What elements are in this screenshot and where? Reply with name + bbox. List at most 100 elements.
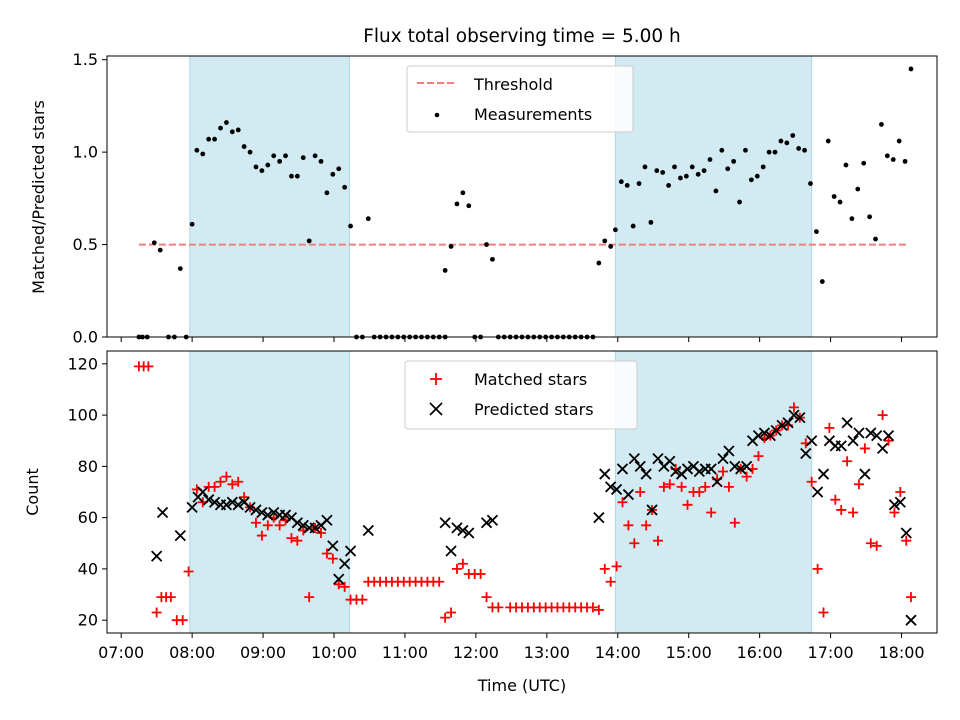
measurement-point bbox=[896, 138, 902, 144]
x-tick-label: 07:00 bbox=[98, 643, 144, 662]
predicted-star-point bbox=[693, 465, 705, 478]
predicted-star-point bbox=[445, 545, 457, 557]
predicted-star-point bbox=[806, 435, 818, 447]
measurement-point bbox=[484, 242, 489, 247]
measurement-point bbox=[306, 238, 312, 244]
predicted-star-point bbox=[859, 468, 871, 480]
matched-star-point bbox=[889, 507, 900, 518]
predicted-star-point bbox=[752, 429, 765, 442]
matched-star-point bbox=[339, 581, 350, 592]
measurement-point bbox=[624, 183, 630, 188]
measurement-point bbox=[200, 151, 206, 157]
measurement-point bbox=[678, 175, 683, 181]
measurement-point bbox=[194, 147, 200, 153]
bottom-y-tick-label: 120 bbox=[67, 354, 98, 373]
measurement-point bbox=[294, 173, 300, 179]
measurement-point bbox=[796, 146, 802, 151]
predicted-star-point bbox=[788, 409, 800, 421]
x-tick-label: 08:00 bbox=[169, 643, 215, 662]
predicted-stars-points bbox=[151, 409, 917, 626]
bottom-legend-box bbox=[404, 360, 638, 430]
matched-star-point bbox=[629, 538, 640, 549]
matched-star-point bbox=[824, 422, 835, 433]
predicted-star-point bbox=[894, 496, 906, 508]
matched-stars-points bbox=[133, 361, 916, 626]
matched-star-point bbox=[316, 528, 327, 539]
measurement-point bbox=[731, 158, 737, 164]
observing-interval-band bbox=[614, 55, 813, 338]
measurement-point bbox=[743, 147, 748, 153]
predicted-star-point bbox=[800, 447, 812, 460]
predicted-star-point bbox=[622, 488, 635, 501]
matched-star-point bbox=[143, 361, 154, 372]
measurement-point bbox=[157, 247, 163, 253]
matched-star-point bbox=[327, 553, 338, 564]
measurement-point bbox=[241, 144, 247, 149]
predicted-star-point bbox=[362, 524, 374, 537]
matched-star-point bbox=[859, 443, 870, 454]
bottom-y-tick-label: 20 bbox=[78, 611, 98, 630]
predicted-star-point bbox=[203, 494, 215, 506]
matched-star-point bbox=[853, 479, 864, 490]
matched-star-point bbox=[623, 520, 634, 531]
predicted-star-point bbox=[664, 455, 676, 467]
matched-star-point bbox=[233, 476, 244, 487]
measurement-point bbox=[224, 120, 229, 125]
matched-star-point bbox=[605, 576, 616, 587]
predicted-star-point bbox=[262, 509, 274, 521]
top-y-axis-label: Matched/Predicted stars bbox=[29, 100, 48, 294]
x-tick-label: 15:00 bbox=[666, 643, 712, 662]
matched-star-point bbox=[434, 576, 445, 587]
measurement-point bbox=[490, 256, 495, 262]
predicted-star-point bbox=[593, 511, 605, 524]
predicted-star-point bbox=[327, 540, 339, 552]
measurement-point bbox=[831, 194, 837, 199]
measurement-point bbox=[902, 158, 908, 164]
observing-interval-band bbox=[189, 350, 350, 634]
measurement-point bbox=[689, 164, 695, 170]
measurement-point bbox=[814, 229, 819, 235]
bottom-y-tick-label: 80 bbox=[78, 457, 98, 476]
measurement-point bbox=[365, 216, 371, 222]
measurements-legend-label: Measurements bbox=[474, 105, 592, 124]
bottom-y-tick-label: 40 bbox=[78, 559, 98, 578]
measurements-legend-swatch bbox=[434, 112, 440, 118]
predicted-star-point bbox=[186, 501, 198, 514]
predicted-star-point bbox=[321, 514, 333, 526]
measurement-point bbox=[855, 186, 861, 192]
matched-star-point bbox=[274, 520, 285, 531]
measurement-point bbox=[654, 168, 660, 174]
measurement-point bbox=[448, 244, 454, 249]
predicted-star-point bbox=[339, 558, 351, 570]
predicted-star-point bbox=[735, 463, 747, 475]
predicted-star-point bbox=[616, 463, 629, 475]
measurement-point bbox=[778, 138, 784, 144]
predicted-star-point bbox=[841, 417, 853, 429]
measurement-point bbox=[802, 147, 807, 153]
predicted-star-point bbox=[279, 509, 292, 521]
matched-star-point bbox=[256, 530, 267, 541]
predicted-star-point bbox=[244, 501, 256, 514]
top-y-tick-label: 0.0 bbox=[73, 328, 98, 347]
predicted-legend-swatch bbox=[429, 402, 443, 416]
bottom-y-tick-label: 60 bbox=[78, 508, 98, 527]
measurement-point bbox=[348, 223, 353, 229]
matched-star-point bbox=[177, 615, 188, 626]
predicted-star-point bbox=[905, 614, 917, 626]
measurement-point bbox=[247, 149, 253, 155]
matched-star-point bbox=[457, 558, 468, 569]
measurement-point bbox=[772, 149, 778, 155]
predicted-star-point bbox=[457, 524, 469, 537]
top-plot-frame bbox=[106, 55, 938, 338]
top-legend-box bbox=[406, 65, 634, 133]
matched-star-point bbox=[883, 435, 894, 446]
matched-star-point bbox=[694, 487, 705, 497]
predicted-star-point bbox=[847, 435, 859, 447]
x-tick-label: 09:00 bbox=[240, 643, 286, 662]
x-tick-label: 12:00 bbox=[453, 643, 499, 662]
predicted-star-point bbox=[309, 522, 321, 534]
measurement-point bbox=[695, 171, 701, 177]
matched-star-point bbox=[357, 594, 368, 605]
predicted-star-point bbox=[865, 427, 877, 439]
matched-star-point bbox=[215, 476, 226, 487]
